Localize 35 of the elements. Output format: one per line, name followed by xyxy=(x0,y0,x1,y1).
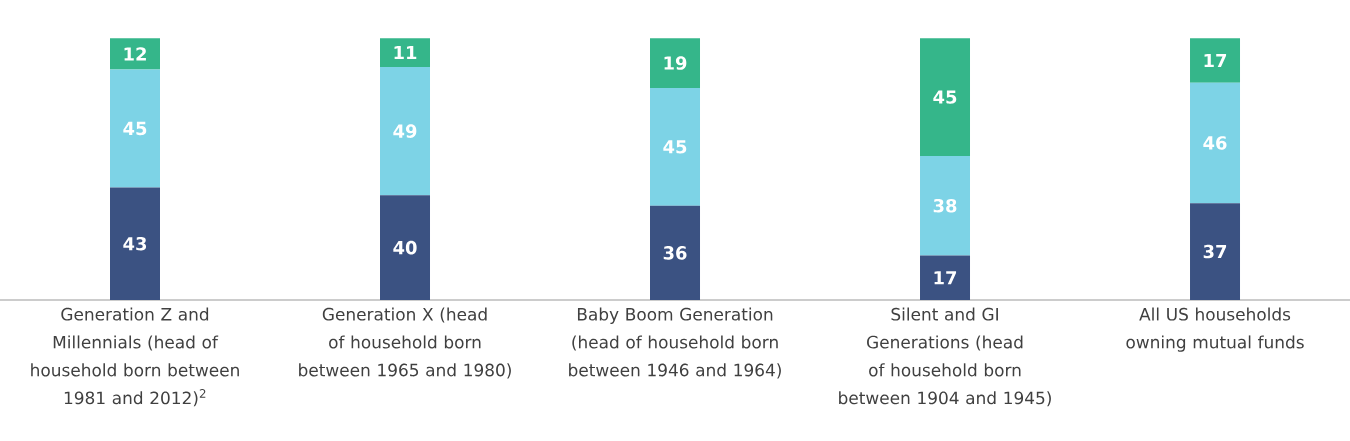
data-label: 12 xyxy=(124,47,146,61)
bar xyxy=(380,38,430,67)
bar xyxy=(380,195,430,300)
bar xyxy=(1190,38,1241,83)
data-label: 19 xyxy=(664,56,687,70)
data-label: 17 xyxy=(934,271,957,285)
x-tick-label: Generation Z and Millennials (head of household born between 1981 and 2012)$^{2}$ xyxy=(31,307,239,407)
x-tick-label: All US households owning mutual funds xyxy=(1126,307,1304,352)
bar xyxy=(650,87,701,206)
bar xyxy=(110,38,160,70)
bar xyxy=(920,156,971,256)
bar xyxy=(920,255,971,300)
bar xyxy=(380,66,430,196)
data-label: 46 xyxy=(1203,136,1227,150)
bar xyxy=(650,205,701,300)
bar xyxy=(1190,82,1241,204)
data-label: 37 xyxy=(1203,244,1227,259)
data-label: 45 xyxy=(663,140,687,154)
bar xyxy=(110,187,160,300)
data-label: 38 xyxy=(933,198,957,213)
x-tick-label: Silent and GI Generations (head of household born between 1904 and 1945) xyxy=(839,307,1051,407)
data-label: 45 xyxy=(123,121,147,136)
bar xyxy=(1190,203,1241,300)
data-label: 11 xyxy=(394,46,417,60)
data-label: 17 xyxy=(1204,53,1227,67)
x-tick-label: Generation X (head of household born between 1965 and 1980) xyxy=(299,307,511,379)
data-label: 40 xyxy=(393,240,417,255)
data-label: 45 xyxy=(933,90,957,104)
bar xyxy=(110,69,160,188)
data-label: 49 xyxy=(393,124,417,138)
bar xyxy=(920,38,971,156)
bar xyxy=(650,38,701,88)
data-label: 43 xyxy=(123,236,147,251)
data-label: 36 xyxy=(663,246,687,260)
x-tick-label: Baby Boom Generation (head of household born between 1946 and 1964) xyxy=(569,307,781,379)
